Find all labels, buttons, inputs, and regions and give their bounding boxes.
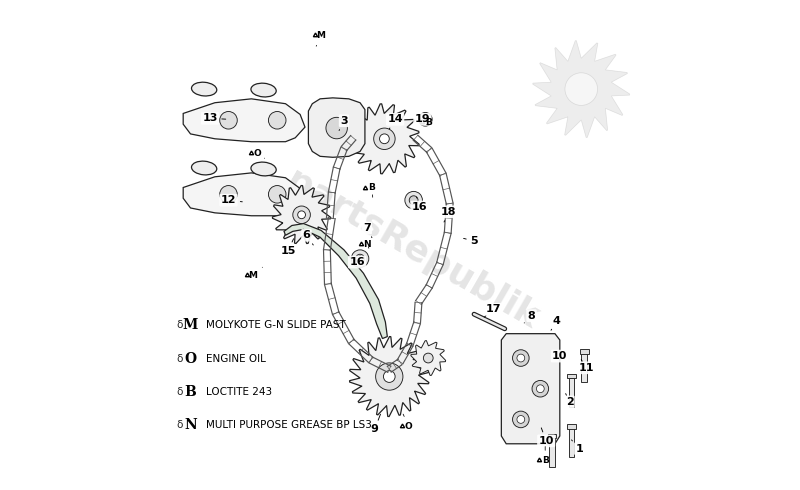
Polygon shape xyxy=(183,173,305,216)
Polygon shape xyxy=(502,334,560,444)
Text: 1: 1 xyxy=(571,440,583,454)
Text: 10: 10 xyxy=(552,351,567,361)
Bar xyxy=(569,377,574,407)
Text: partsRepublik: partsRepublik xyxy=(280,164,544,336)
Text: O: O xyxy=(403,414,413,431)
Circle shape xyxy=(517,416,525,423)
Circle shape xyxy=(517,354,525,362)
Circle shape xyxy=(423,353,433,363)
Text: 13: 13 xyxy=(202,113,226,123)
Text: ENGINE OIL: ENGINE OIL xyxy=(206,353,266,364)
Circle shape xyxy=(220,186,238,203)
Text: LOCTITE 243: LOCTITE 243 xyxy=(206,387,272,396)
Text: M: M xyxy=(183,318,198,332)
Polygon shape xyxy=(411,341,446,375)
Text: 18: 18 xyxy=(441,207,457,222)
Text: O: O xyxy=(254,149,265,158)
Ellipse shape xyxy=(191,82,217,96)
Text: 16: 16 xyxy=(412,197,427,212)
Text: δ: δ xyxy=(176,320,182,330)
Circle shape xyxy=(379,134,390,144)
Text: N: N xyxy=(363,240,371,248)
Bar xyxy=(580,349,589,354)
Text: 5: 5 xyxy=(463,236,478,246)
Circle shape xyxy=(532,380,549,397)
Text: 11: 11 xyxy=(578,360,594,373)
Text: 17: 17 xyxy=(484,304,502,317)
Text: 15: 15 xyxy=(280,239,296,256)
Polygon shape xyxy=(350,104,419,174)
Text: 7: 7 xyxy=(363,223,372,238)
Text: 8: 8 xyxy=(524,311,535,323)
Circle shape xyxy=(269,186,286,203)
Ellipse shape xyxy=(251,83,276,97)
Text: B: B xyxy=(542,446,549,465)
Text: 3: 3 xyxy=(339,116,348,130)
Text: 2: 2 xyxy=(566,393,574,407)
Text: N: N xyxy=(184,418,197,432)
Text: δ: δ xyxy=(176,353,182,364)
Text: MULTI PURPOSE GREASE BP LS3: MULTI PURPOSE GREASE BP LS3 xyxy=(206,420,372,430)
Circle shape xyxy=(351,250,369,268)
Circle shape xyxy=(410,196,418,204)
Polygon shape xyxy=(183,99,305,142)
Text: 6: 6 xyxy=(302,230,314,245)
Ellipse shape xyxy=(251,162,276,176)
Text: δ: δ xyxy=(176,420,182,430)
Bar xyxy=(567,374,576,378)
Bar xyxy=(549,438,555,466)
Circle shape xyxy=(326,117,347,139)
Circle shape xyxy=(418,113,432,126)
Text: 14: 14 xyxy=(387,114,403,129)
Polygon shape xyxy=(273,186,330,244)
Circle shape xyxy=(513,411,529,428)
Circle shape xyxy=(356,254,365,263)
Text: 19: 19 xyxy=(414,114,430,124)
Text: 10: 10 xyxy=(538,428,554,446)
Circle shape xyxy=(269,112,286,129)
Circle shape xyxy=(565,73,598,105)
Bar xyxy=(569,428,574,457)
Circle shape xyxy=(293,206,310,223)
Text: δ: δ xyxy=(176,387,182,396)
Polygon shape xyxy=(309,98,365,157)
Bar xyxy=(548,434,556,439)
Bar xyxy=(582,353,587,382)
Polygon shape xyxy=(533,41,630,138)
Text: B: B xyxy=(185,385,196,399)
Polygon shape xyxy=(284,223,387,339)
Text: O: O xyxy=(185,351,197,366)
Ellipse shape xyxy=(191,161,217,175)
Circle shape xyxy=(298,211,306,219)
Circle shape xyxy=(220,112,238,129)
Text: 4: 4 xyxy=(551,316,561,330)
Text: B: B xyxy=(425,118,432,127)
Circle shape xyxy=(374,128,395,149)
Text: M: M xyxy=(248,267,262,280)
Bar xyxy=(567,424,576,429)
Text: M: M xyxy=(316,31,326,46)
Text: 12: 12 xyxy=(221,195,242,205)
Text: 16: 16 xyxy=(350,256,365,267)
Circle shape xyxy=(383,371,395,382)
Circle shape xyxy=(513,350,529,367)
Text: 9: 9 xyxy=(370,414,381,434)
Circle shape xyxy=(537,385,544,392)
Circle shape xyxy=(376,363,403,390)
Polygon shape xyxy=(350,337,429,416)
Text: B: B xyxy=(368,183,375,197)
Text: MOLYKOTE G-N SLIDE PAST: MOLYKOTE G-N SLIDE PAST xyxy=(206,320,346,330)
Circle shape xyxy=(405,192,422,209)
